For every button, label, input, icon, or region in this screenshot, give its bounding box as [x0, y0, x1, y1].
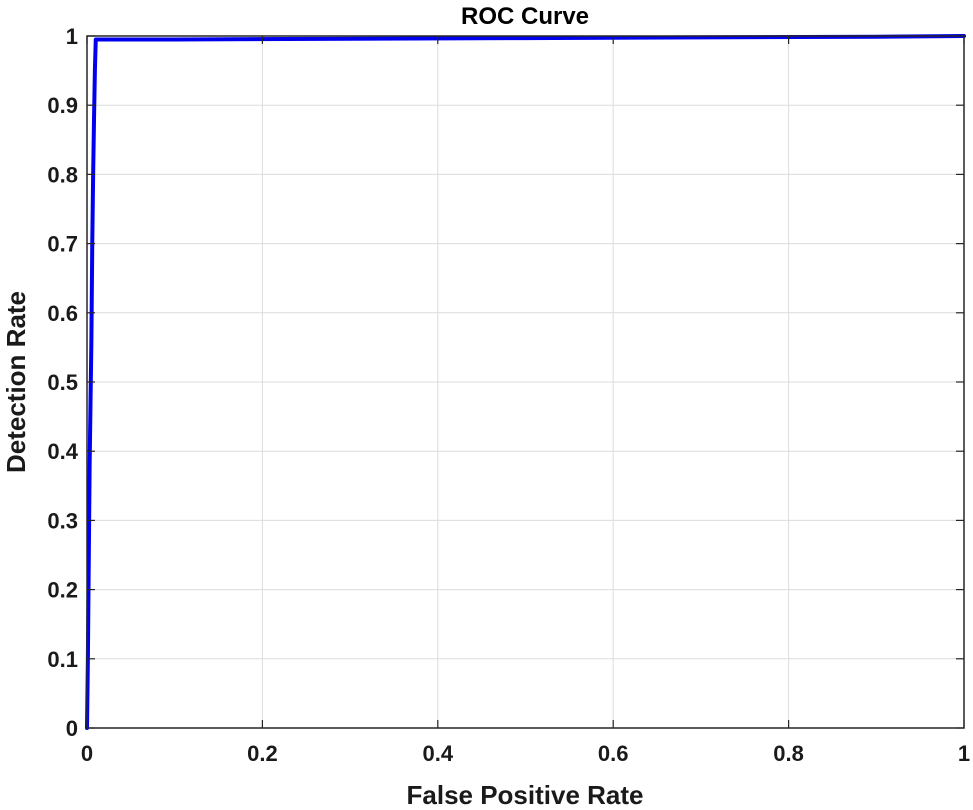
- y-tick-label: 0.8: [47, 162, 78, 187]
- x-tick-label: 0.2: [247, 741, 278, 766]
- y-axis-label: Detection Rate: [1, 291, 31, 473]
- x-tick-label: 0.6: [598, 741, 629, 766]
- y-tick-label: 0.9: [47, 93, 78, 118]
- y-axis-ticks: 0 0.1 0.2 0.3 0.4 0.5 0.6 0.7 0.8 0.9 1: [47, 24, 964, 741]
- y-tick-label: 0.7: [47, 232, 78, 257]
- y-tick-label: 0.6: [47, 301, 78, 326]
- y-tick-label: 0: [66, 716, 78, 741]
- y-tick-label: 0.4: [47, 439, 78, 464]
- x-tick-label: 0.8: [773, 741, 804, 766]
- y-tick-label: 0.3: [47, 508, 78, 533]
- x-axis-ticks: 0 0.2 0.4 0.6 0.8 1: [81, 36, 970, 766]
- y-tick-label: 1: [66, 24, 78, 49]
- series-line-roc: [85, 34, 966, 730]
- y-tick-label: 0.1: [47, 647, 78, 672]
- y-tick-label: 0.2: [47, 578, 78, 603]
- series-layer: [85, 34, 966, 730]
- x-tick-label: 1: [958, 741, 970, 766]
- x-axis-label: False Positive Rate: [407, 780, 644, 810]
- x-tick-label: 0: [81, 741, 93, 766]
- y-tick-label: 0.5: [47, 370, 78, 395]
- x-tick-label: 0.4: [423, 741, 454, 766]
- chart-title: ROC Curve: [461, 3, 589, 30]
